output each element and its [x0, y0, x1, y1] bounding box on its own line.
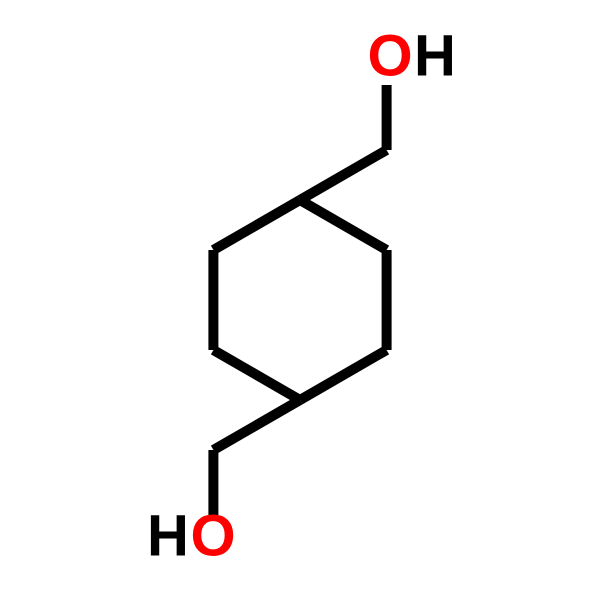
bond-3	[213, 350, 300, 400]
bot-o-label: O	[190, 503, 235, 568]
bond-2	[300, 350, 387, 400]
bot-h-label: H	[147, 503, 189, 568]
bond-6	[300, 150, 387, 200]
bond-7	[213, 400, 300, 450]
bond-5	[213, 200, 300, 250]
top-h-label: H	[414, 23, 456, 88]
molecule-diagram: OHHO	[0, 0, 600, 600]
bond-0	[300, 200, 387, 250]
top-o-label: O	[367, 23, 412, 88]
